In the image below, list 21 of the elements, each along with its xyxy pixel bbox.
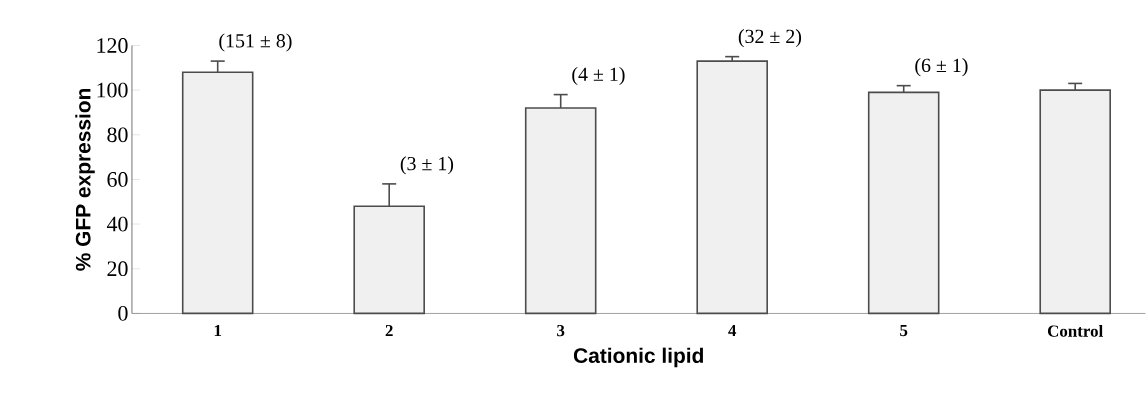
y-tick-label: 120 bbox=[97, 38, 128, 53]
annotation: (32 ± 2) bbox=[738, 29, 802, 48]
y-tick-label: 20 bbox=[107, 261, 128, 277]
y-tick-label: 80 bbox=[107, 127, 128, 143]
annotation: (4 ± 1) bbox=[572, 67, 625, 86]
y-tick-label: 100 bbox=[97, 82, 128, 98]
x-tick-label: 3 bbox=[557, 324, 565, 337]
x-tick-label: 1 bbox=[214, 324, 222, 337]
y-axis-title: % GFP expression bbox=[75, 89, 95, 271]
annotation: (6 ± 1) bbox=[915, 58, 968, 77]
x-tick-label: 4 bbox=[728, 324, 737, 337]
x-tick-label: 5 bbox=[900, 324, 908, 337]
x-tick-label: Control bbox=[1047, 324, 1103, 337]
x-axis-title: Cationic lipid bbox=[573, 347, 703, 368]
x-tick-label: 2 bbox=[385, 324, 393, 337]
bar bbox=[696, 60, 768, 315]
annotation: (151 ± 8) bbox=[219, 33, 292, 52]
y-tick-label: 0 bbox=[118, 306, 128, 321]
y-tick-label: 60 bbox=[107, 172, 128, 187]
y-tick-label: 40 bbox=[106, 216, 128, 232]
annotation: (3 ± 1) bbox=[400, 156, 454, 175]
